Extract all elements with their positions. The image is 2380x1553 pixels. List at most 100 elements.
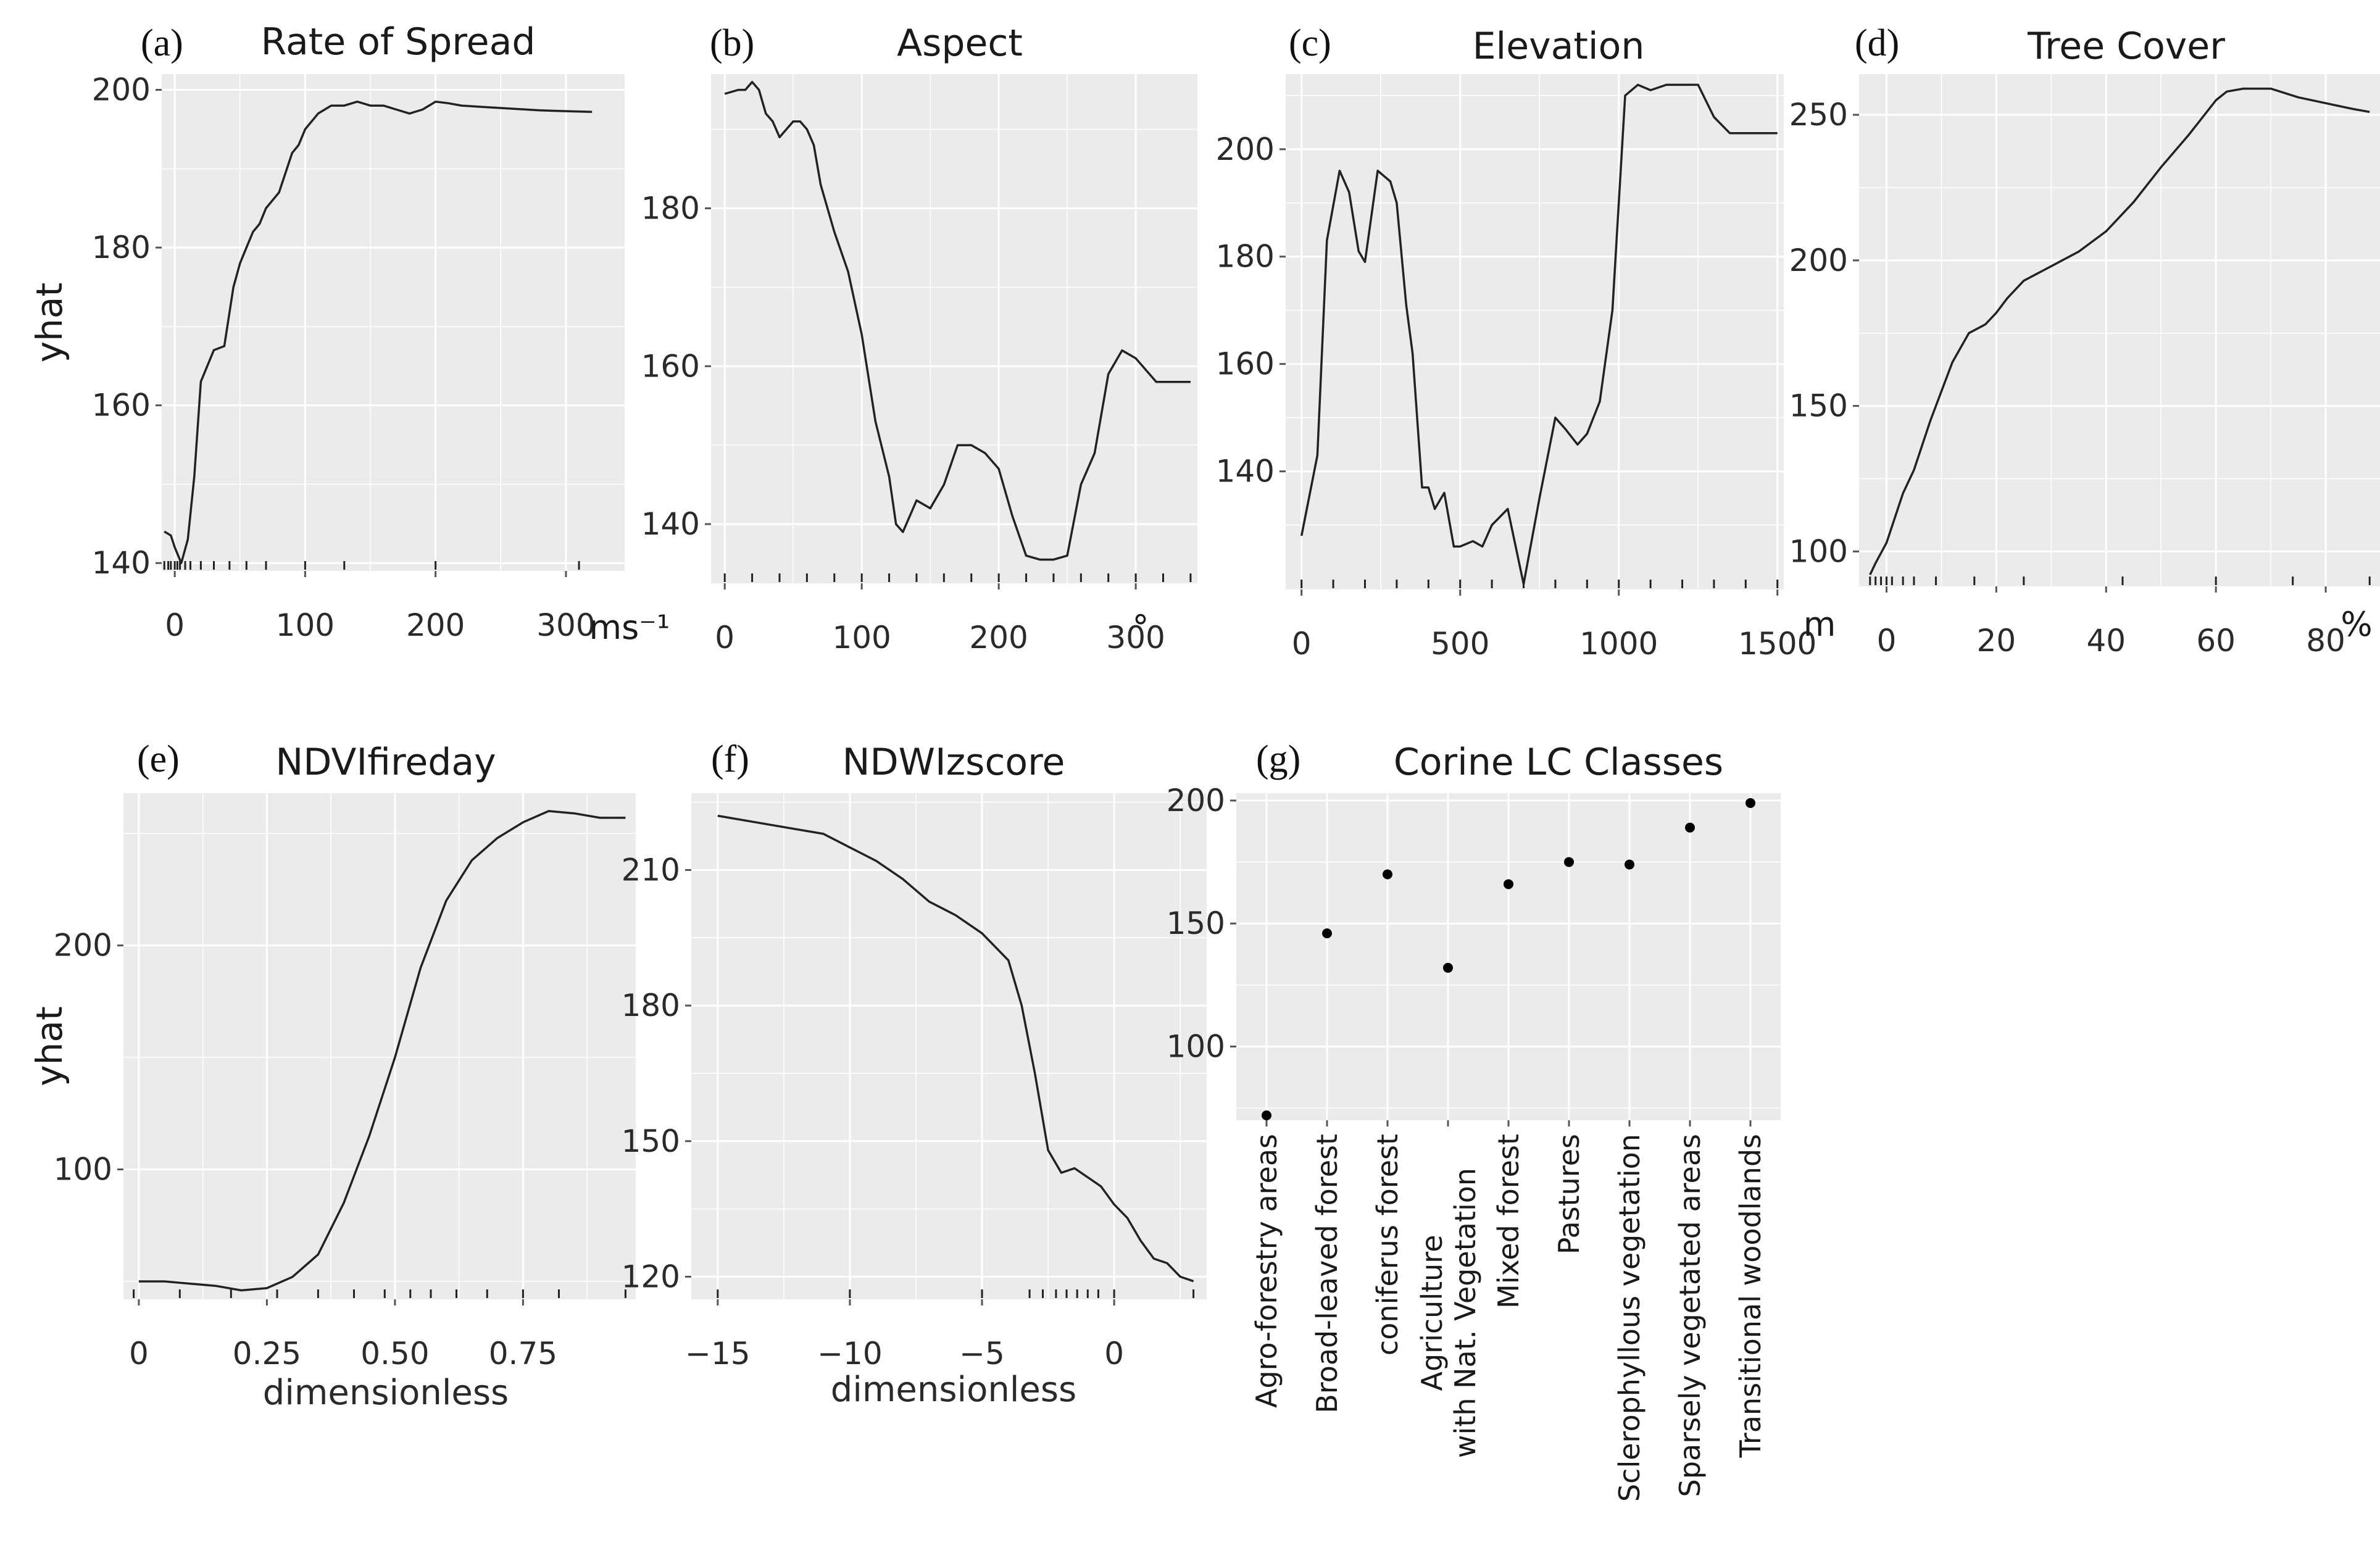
series-line: [138, 810, 626, 1292]
grid-lines: [691, 793, 1207, 1299]
x-tick-label: −10: [817, 1336, 883, 1372]
y-tick-label: 210: [622, 852, 680, 888]
category-label: Sclerophyllous vegetation: [1613, 1134, 1646, 1502]
y-tick-label: 180: [622, 988, 680, 1023]
x-unit-label: %: [2340, 605, 2372, 644]
grid-lines: [123, 793, 636, 1299]
x-tick-label: 80: [2306, 623, 2345, 659]
plot-background: [123, 793, 636, 1299]
x-tick-label: 300: [536, 607, 595, 643]
panel-letter: (c): [1289, 22, 1331, 64]
x-tick-label: 100: [832, 620, 891, 656]
rug-marks: [717, 1289, 1195, 1298]
category-label: Agro-forestry areas: [1250, 1134, 1283, 1408]
x-unit-label: ms⁻¹: [589, 608, 670, 647]
x-tick-label: 40: [2086, 623, 2126, 659]
y-tick-label: 200: [54, 928, 112, 964]
x-tick-label: 200: [406, 607, 465, 643]
series-line: [717, 814, 1194, 1283]
rug-marks: [1300, 580, 1779, 588]
y-axis-label: yhat: [28, 283, 70, 362]
x-tick-label: 0.25: [233, 1336, 301, 1372]
x-axis-label: dimensionless: [831, 1370, 1076, 1410]
y-tick-label: 140: [641, 506, 700, 542]
panel-e: 100 200 0 0.25 0.50 0.75 (e) NDVIfireday dimensi…: [28, 738, 636, 1413]
category-label: Transitional woodlands: [1734, 1134, 1767, 1458]
data-point: [1625, 859, 1634, 870]
category-label: Pastures: [1552, 1134, 1586, 1254]
panel-title: Corine LC Classes: [1394, 741, 1723, 784]
y-tick-label: 250: [1789, 97, 1848, 133]
panel-letter: (g): [1256, 738, 1300, 780]
series-line: [1869, 87, 2370, 575]
y-tick-label: 150: [622, 1123, 680, 1159]
y-tick-label: 100: [1789, 533, 1848, 569]
panel-title: NDVIfireday: [275, 741, 496, 784]
y-tick-label: 200: [1789, 243, 1848, 278]
panel-title: NDWIzscore: [843, 741, 1065, 784]
data-point: [1685, 822, 1695, 833]
panel-c: 140 160 180 200 0 500 1000 1500 (c) Elevation m: [1216, 22, 1836, 662]
y-axis-label: yhat: [28, 1006, 70, 1086]
panel-title: Tree Cover: [2027, 25, 2225, 68]
panel-letter: (a): [141, 22, 183, 64]
category-label: coniferus forest: [1371, 1134, 1404, 1355]
grid-lines: [162, 74, 625, 571]
data-point: [1322, 928, 1332, 939]
x-tick-label: 0: [1292, 626, 1312, 662]
data-point: [1443, 962, 1453, 973]
grid-lines: [1859, 74, 2380, 586]
y-tick-label: 150: [1167, 906, 1225, 941]
y-tick-label: 140: [1216, 454, 1275, 489]
panel-title: Elevation: [1473, 25, 1645, 68]
x-tick-label: 0: [165, 607, 185, 643]
x-tick-label: 60: [2196, 623, 2236, 659]
panel-title: Rate of Spread: [261, 20, 536, 64]
panel-title: Aspect: [897, 22, 1023, 65]
category-label: Agriculturewith Nat. Vegetation: [1415, 1168, 1482, 1458]
y-tick-label: 180: [92, 230, 151, 265]
category-label: Broad-leaved forest: [1310, 1134, 1344, 1414]
x-tick-label: 200: [969, 620, 1028, 656]
plot-background: [691, 793, 1207, 1299]
panel-b: 140 160 180 0 100 200 300 (b) Aspect °: [641, 22, 1197, 656]
x-tick-label: 0.75: [489, 1336, 557, 1372]
series-line: [1300, 83, 1778, 586]
x-tick-label: 0: [129, 1336, 149, 1372]
y-tick-label: 150: [1789, 388, 1848, 424]
series-line: [724, 81, 1191, 561]
data-point: [1383, 869, 1392, 880]
plot-background: [711, 74, 1197, 583]
grid-lines: [1236, 793, 1781, 1120]
panel-letter: (d): [1855, 22, 1899, 64]
panel-g: 100 150 200 Agro-forestry areas Broad-leaved…: [1167, 738, 1781, 1502]
x-tick-label: −5: [959, 1336, 1005, 1372]
panel-letter: (f): [711, 738, 749, 780]
y-tick-label: 180: [1216, 239, 1275, 275]
y-tick-label: 100: [54, 1152, 112, 1188]
x-tick-label: −15: [685, 1336, 751, 1372]
category-label: Mixed forest: [1492, 1134, 1525, 1309]
y-tick-label: 160: [641, 348, 700, 384]
grid-lines: [711, 74, 1197, 583]
panel-f: 120 150 180 210 −15 −10 −5 0 (f) NDWIzscore dimens…: [622, 738, 1207, 1410]
panel-letter: (b): [710, 22, 754, 64]
panel-d: 100 150 200 250 0 20 40 60 80 (d) Tree Cover%: [1789, 22, 2380, 659]
x-tick-label: 0.50: [360, 1336, 429, 1372]
plot-background: [1859, 74, 2380, 586]
x-tick-label: 0: [1104, 1336, 1124, 1372]
y-tick-label: 200: [1216, 131, 1275, 167]
data-point: [1564, 857, 1574, 867]
plot-background: [1286, 74, 1784, 589]
x-tick-label: 500: [1431, 626, 1489, 662]
category-label: Sparsely vegetated areas: [1673, 1134, 1707, 1497]
panel-a: 140 160 180 200 0 100 200 300 (a) Rate of Spread m…: [28, 20, 670, 647]
data-point: [1745, 797, 1755, 808]
rug-marks: [133, 1289, 626, 1298]
x-tick-label: 1500: [1738, 626, 1816, 662]
x-tick-label: 0: [1877, 623, 1897, 659]
y-tick-label: 160: [1216, 346, 1275, 382]
panel-letter: (e): [137, 738, 180, 780]
y-tick-label: 200: [92, 72, 151, 108]
